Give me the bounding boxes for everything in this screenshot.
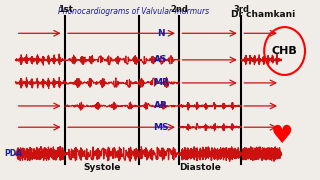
Text: N: N — [157, 29, 165, 38]
Text: AS: AS — [154, 55, 168, 64]
Text: 2nd: 2nd — [171, 5, 188, 14]
Text: MS: MS — [153, 123, 169, 132]
Text: AR: AR — [154, 102, 168, 111]
Text: 3rd: 3rd — [233, 5, 249, 14]
Text: Dr chamkani: Dr chamkani — [231, 10, 295, 19]
Text: Systole: Systole — [84, 163, 121, 172]
Text: PDA: PDA — [4, 149, 22, 158]
Text: Diastole: Diastole — [179, 163, 220, 172]
Text: MR: MR — [153, 78, 169, 87]
Text: 1st: 1st — [58, 5, 73, 14]
Text: Phonocardiograms of Valvular murmurs: Phonocardiograms of Valvular murmurs — [58, 7, 209, 16]
